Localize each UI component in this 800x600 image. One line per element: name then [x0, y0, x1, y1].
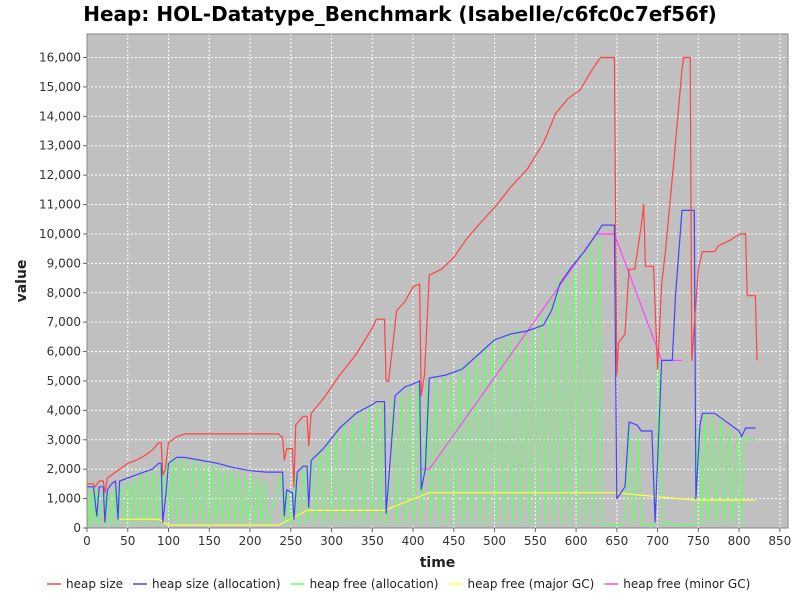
x-tick-label: 650: [605, 534, 628, 548]
x-tick-label: 100: [157, 534, 180, 548]
x-tick-label: 300: [320, 534, 343, 548]
x-tick-label: 700: [646, 534, 669, 548]
legend-label: heap size: [66, 577, 123, 591]
chart-title: Heap: HOL-Datatype_Benchmark (Isabelle/c…: [83, 2, 717, 26]
legend-item: heap free (minor GC): [604, 577, 750, 591]
x-tick-label: 600: [565, 534, 588, 548]
y-tick-label: 15,000: [39, 80, 81, 94]
legend-item: heap size: [47, 577, 123, 591]
grid-lines: [87, 34, 788, 528]
x-tick-label: 50: [120, 534, 135, 548]
series-lines: [86, 56, 758, 528]
plot-frame: [86, 33, 789, 529]
legend-label: heap free (minor GC): [623, 577, 750, 591]
y-tick-label: 4,000: [47, 403, 81, 417]
x-tick-label: 450: [442, 534, 465, 548]
axes: 0 1,000 2,000 3,000 4,000 5,000 6,000 7,000 8,00…: [39, 51, 791, 548]
y-tick-label: 14,000: [39, 109, 81, 123]
legend-label: heap size (allocation): [152, 577, 281, 591]
y-tick-label: 12,000: [39, 168, 81, 182]
x-tick-label: 0: [83, 534, 91, 548]
x-tick-label: 500: [483, 534, 506, 548]
x-tick-label: 400: [402, 534, 425, 548]
y-tick-label: 8,000: [47, 286, 81, 300]
y-tick-label: 6,000: [47, 345, 81, 359]
series-line-heap-size-allocation: [87, 209, 756, 523]
legend: heap size heap size (allocation) heap free…: [47, 577, 750, 591]
y-tick-label: 13,000: [39, 139, 81, 153]
y-tick-label: 16,000: [39, 51, 81, 65]
y-tick-label: 0: [73, 521, 81, 535]
x-tick-label: 550: [524, 534, 547, 548]
y-tick-label: 7,000: [47, 315, 81, 329]
y-tick-label: 10,000: [39, 227, 81, 241]
legend-label: heap free (allocation): [310, 577, 439, 591]
y-tick-label: 9,000: [47, 256, 81, 270]
y-tick-label: 11,000: [39, 198, 81, 212]
x-tick-label: 750: [687, 534, 710, 548]
legend-item: heap free (allocation): [290, 577, 439, 591]
y-tick-label: 5,000: [47, 374, 81, 388]
y-tick-label: 2,000: [47, 462, 81, 476]
series-line-heap-size: [87, 56, 758, 494]
x-axis-title: time: [420, 555, 456, 571]
legend-item: heap free (major GC): [448, 577, 595, 591]
y-axis-title: value: [14, 260, 30, 303]
x-tick-label: 350: [361, 534, 384, 548]
x-tick-label: 150: [198, 534, 221, 548]
legend-item: heap size (allocation): [133, 577, 281, 591]
x-tick-label: 200: [239, 534, 262, 548]
x-tick-label: 800: [728, 534, 751, 548]
legend-label: heap free (major GC): [468, 577, 595, 591]
series-line-heap-free-allocation: [86, 236, 756, 528]
x-tick-label: 250: [279, 534, 302, 548]
y-tick-label: 1,000: [47, 492, 81, 506]
x-tick-label: 850: [768, 534, 791, 548]
y-tick-label: 3,000: [47, 433, 81, 447]
